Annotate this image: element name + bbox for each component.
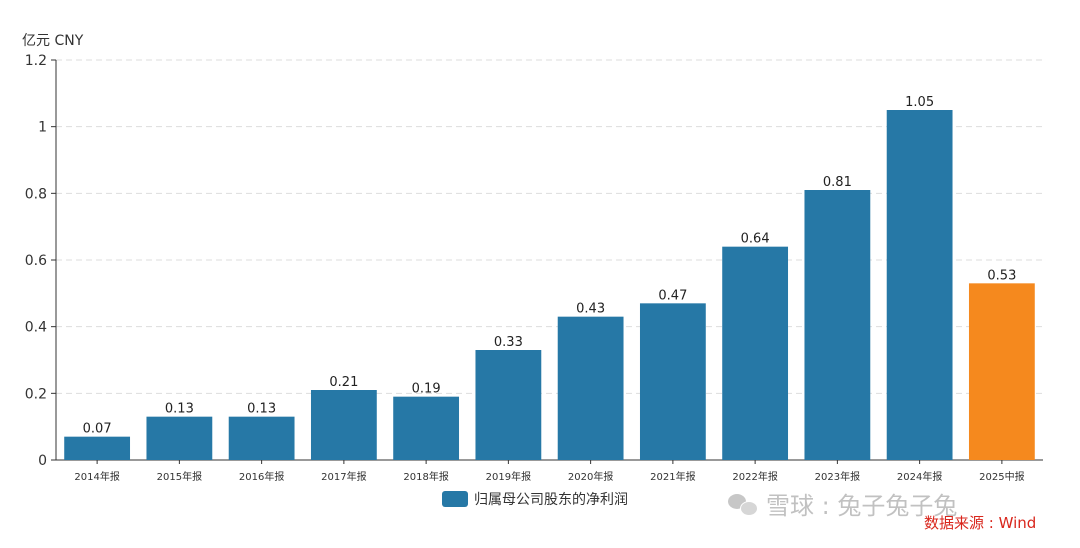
data-label: 0.53 xyxy=(987,268,1016,283)
x-tick-label: 2015年报 xyxy=(157,470,202,483)
y-tick-label: 0 xyxy=(38,453,47,469)
x-tick-label: 2022年报 xyxy=(732,470,777,483)
y-tick-label: 1 xyxy=(38,120,47,136)
x-tick-label: 2024年报 xyxy=(897,470,942,483)
data-label: 0.21 xyxy=(329,375,358,390)
data-label: 0.13 xyxy=(247,402,276,417)
x-tick-label: 2018年报 xyxy=(403,470,448,483)
x-tick-label: 2020年报 xyxy=(568,470,613,483)
data-label: 0.19 xyxy=(412,382,441,397)
x-tick-label: 2021年报 xyxy=(650,470,695,483)
chart-legend[interactable]: 归属母公司股东的净利润 xyxy=(442,489,628,509)
data-label: 0.64 xyxy=(741,232,770,247)
bar xyxy=(639,303,706,460)
y-tick-label: 1.2 xyxy=(25,53,47,69)
data-label: 0.07 xyxy=(83,422,112,437)
bar xyxy=(64,436,131,460)
watermark-text: 雪球 : 兔子兔子兔 xyxy=(766,492,958,520)
legend-swatch xyxy=(442,491,468,507)
x-tick-label: 2025中报 xyxy=(979,470,1024,483)
data-label: 0.33 xyxy=(494,335,523,350)
data-label: 0.43 xyxy=(576,302,605,317)
data-label: 0.81 xyxy=(823,175,852,190)
bar xyxy=(310,390,377,460)
x-tick-label: 2014年报 xyxy=(74,470,119,483)
data-label: 1.05 xyxy=(905,95,934,110)
bar xyxy=(722,246,789,460)
legend-label: 归属母公司股东的净利润 xyxy=(474,492,628,508)
data-label: 0.47 xyxy=(658,288,687,303)
x-tick-label: 2019年报 xyxy=(486,470,531,483)
y-axis-unit-label: 亿元 CNY xyxy=(22,33,84,49)
y-tick-label: 0.6 xyxy=(25,253,47,269)
bar xyxy=(228,416,295,460)
x-tick-label: 2023年报 xyxy=(815,470,860,483)
bar xyxy=(886,110,953,460)
y-tick-label: 0.2 xyxy=(25,386,47,402)
y-tick-label: 0.8 xyxy=(25,186,47,202)
data-source-label: 数据来源 : Wind xyxy=(924,514,1037,532)
bar xyxy=(804,190,871,460)
watermark: 雪球 : 兔子兔子兔 xyxy=(728,486,957,521)
bar xyxy=(968,283,1035,460)
bar xyxy=(393,396,460,460)
wechat-icon xyxy=(728,492,758,516)
x-tick-label: 2016年报 xyxy=(239,470,284,483)
y-tick-label: 0.4 xyxy=(25,320,47,336)
bar xyxy=(557,316,624,460)
bar xyxy=(146,416,213,460)
data-label: 0.13 xyxy=(165,402,194,417)
x-tick-label: 2017年报 xyxy=(321,470,366,483)
bar xyxy=(475,350,542,460)
